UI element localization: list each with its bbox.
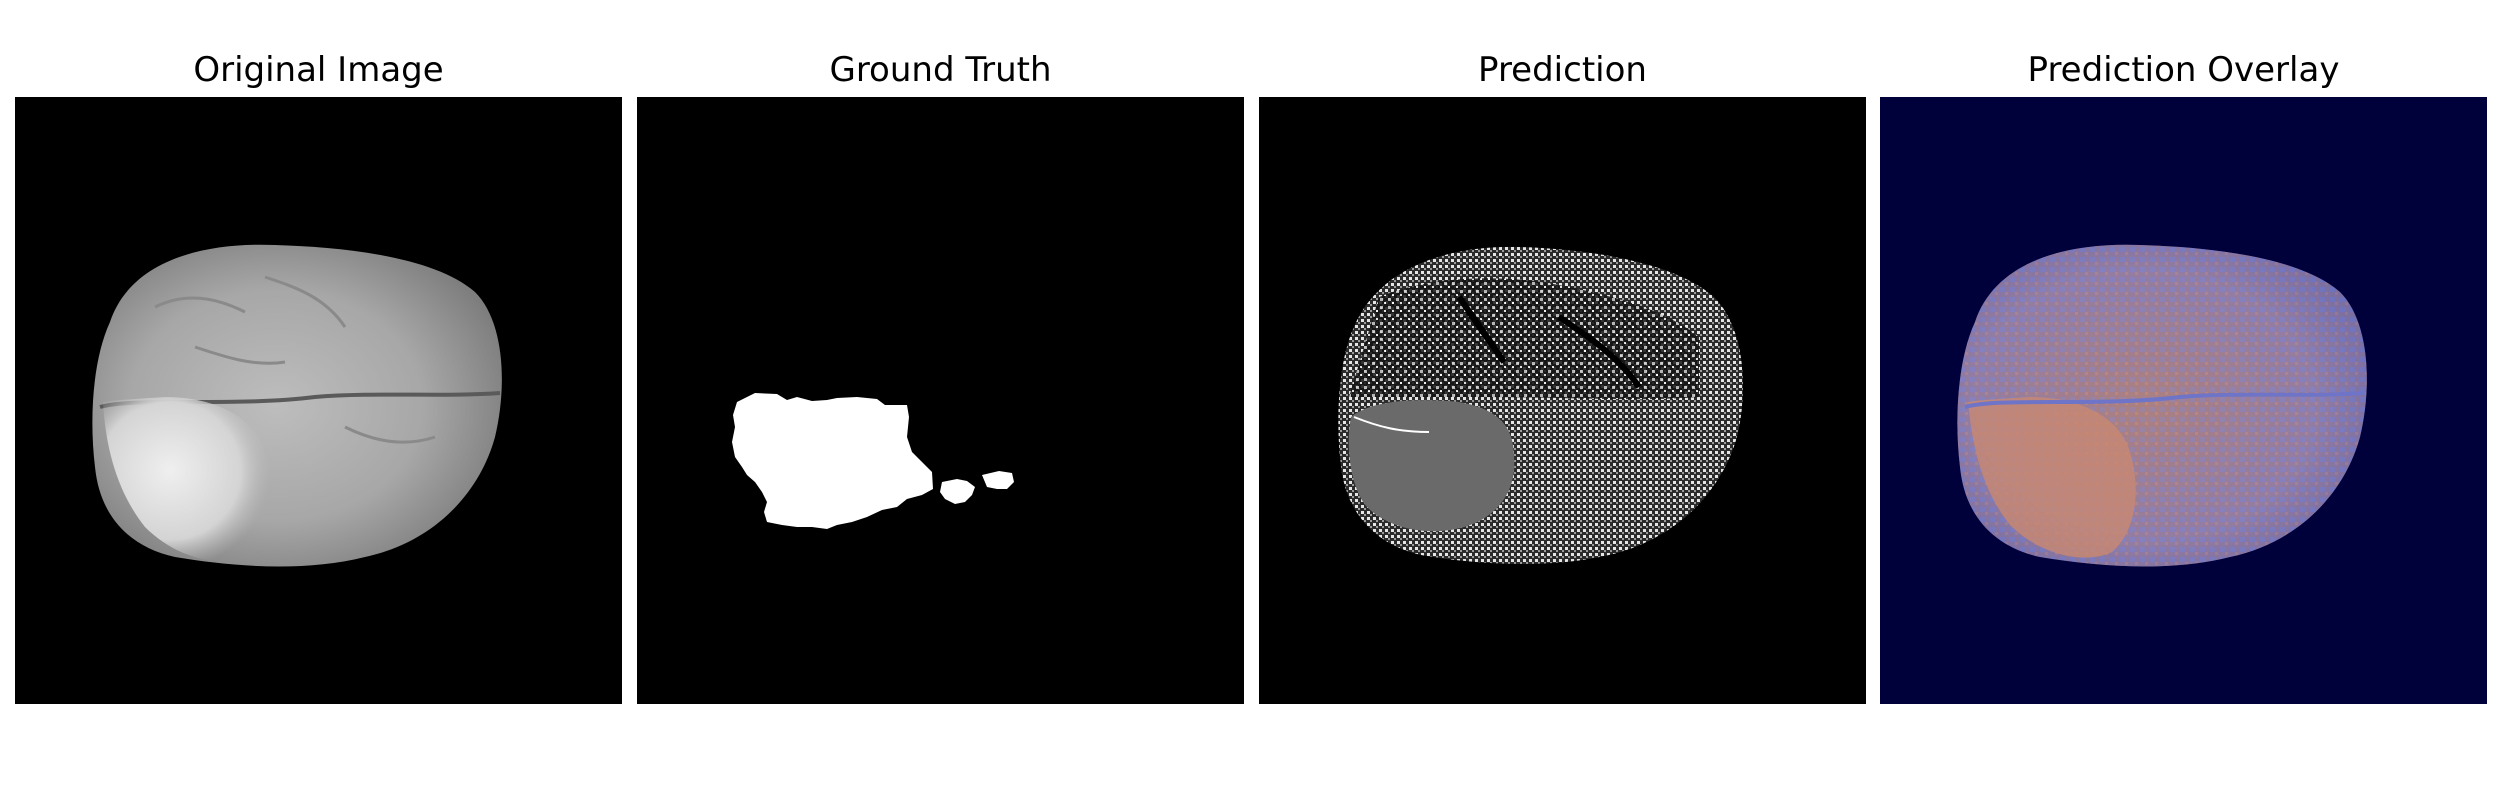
panel-title-original-image: Original Image bbox=[193, 50, 444, 90]
panel-prediction-overlay: Prediction Overlay bbox=[1880, 0, 2487, 800]
ground-truth-satellite-region-2 bbox=[982, 471, 1014, 489]
panel-prediction: Prediction bbox=[1259, 0, 1866, 800]
ground-truth-mask bbox=[637, 97, 1244, 704]
original-mri-image bbox=[15, 97, 622, 704]
prediction-solid-region bbox=[1348, 400, 1515, 532]
panel-title-prediction: Prediction bbox=[1478, 50, 1647, 90]
panel-title-prediction-overlay: Prediction Overlay bbox=[2027, 50, 2340, 90]
panel-title-ground-truth: Ground Truth bbox=[829, 50, 1052, 90]
panel-original-image: Original Image bbox=[15, 0, 622, 800]
panel-ground-truth: Ground Truth bbox=[637, 0, 1244, 800]
overlay-highlight-region bbox=[1968, 397, 2136, 558]
ground-truth-tumor-region bbox=[732, 393, 933, 529]
prediction-overlay-image bbox=[1880, 97, 2487, 704]
prediction-map bbox=[1259, 97, 1866, 704]
ground-truth-satellite-region bbox=[940, 479, 975, 504]
